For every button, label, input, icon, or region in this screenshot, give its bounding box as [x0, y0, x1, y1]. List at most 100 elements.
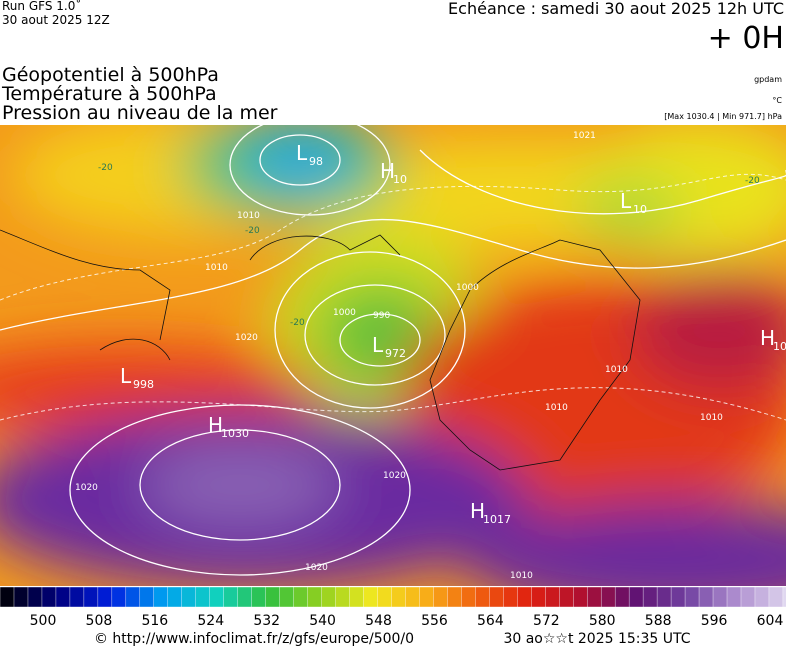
colorbar-swatch [251, 586, 267, 608]
colorbar-swatch [223, 586, 239, 608]
colorbar-swatch [489, 586, 505, 608]
colorbar-swatch [447, 586, 463, 608]
isobar-label: 1020 [305, 563, 328, 573]
isobar-label: 990 [373, 311, 390, 321]
colorbar-swatch [405, 586, 421, 608]
colorbar-swatch [153, 586, 169, 608]
isobar-label: 1010 [205, 263, 228, 273]
center-letter: H [380, 159, 395, 183]
colorbar-tick-label: 532 [253, 613, 280, 629]
colorbar-swatch [111, 586, 127, 608]
field-label: Température à 500hPa [1, 83, 217, 105]
colorbar-swatch [13, 586, 29, 608]
colorbar-swatch [768, 586, 784, 608]
colorbar-swatch [307, 586, 323, 608]
colorbar-swatch [209, 586, 225, 608]
colorbar-swatch [782, 586, 786, 608]
colorbar-swatch [698, 586, 714, 608]
unit-label: gpdam [754, 75, 782, 84]
center-value: 1030 [221, 427, 249, 440]
temperature-label: -20 [290, 318, 305, 328]
isobar-label: 1010 [545, 403, 568, 413]
colorbar-swatch [181, 586, 197, 608]
isobar-label: 1020 [383, 471, 406, 481]
isobar-label: 1000 [456, 283, 479, 293]
colorbar-swatch [83, 586, 99, 608]
colorbar-swatch [391, 586, 407, 608]
colorbar-tick-label: 604 [757, 613, 784, 629]
colorbar-swatch [475, 586, 491, 608]
center-value: 10 [393, 173, 407, 186]
offset: + 0H [708, 21, 784, 56]
colorbar-swatch [684, 586, 700, 608]
isobar-label: 1021 [573, 131, 596, 141]
colorbar-swatch [586, 586, 602, 608]
colorbar-tick-label: 500 [30, 613, 57, 629]
center-value: 998 [133, 378, 154, 391]
colorbar-swatch [670, 586, 686, 608]
colorbar-tick-label: 524 [197, 613, 224, 629]
colorbar-tick-label: 580 [589, 613, 616, 629]
colorbar-swatch [503, 586, 518, 608]
isobar-label: 1000 [333, 308, 356, 318]
colorbar-swatch [69, 586, 85, 608]
colorbar-swatch [433, 586, 449, 608]
colorbar-swatch [642, 586, 658, 608]
isobar-label: 1010 [510, 571, 533, 581]
colorbar-swatch [265, 586, 281, 608]
center-value: 10 [633, 203, 647, 216]
colorbar-swatch [195, 586, 211, 608]
colorbar-swatch [27, 586, 43, 608]
field-label: Pression au niveau de la mer [2, 102, 278, 124]
center-letter: L [620, 189, 632, 213]
colorbar-tick-label: 508 [86, 613, 113, 629]
colorbar-swatch [349, 586, 365, 608]
colorbar-swatch [97, 586, 113, 608]
colorbar-swatch [41, 586, 57, 608]
isobar-label: 1010 [605, 365, 628, 375]
colorbar-swatch [419, 586, 435, 608]
colorbar-tick-label: 588 [645, 613, 672, 629]
colorbar-swatch [377, 586, 393, 608]
colorbar-swatch [293, 586, 309, 608]
colorbar-swatch [0, 586, 15, 608]
center-letter: L [296, 141, 308, 165]
isobar-label: 1020 [75, 483, 98, 493]
colorbar-swatch [614, 586, 630, 608]
isobar-label: 1010 [700, 413, 723, 423]
colorbar-swatch [335, 586, 351, 608]
colorbar-swatch [600, 586, 616, 608]
colorbar-tick-label: 556 [421, 613, 448, 629]
isobar-label: 1020 [235, 333, 258, 343]
map-field [0, 125, 786, 586]
colorbar-tick-label: 540 [309, 613, 336, 629]
source: © http://www.infoclimat.fr/z/gfs/europe/… [94, 631, 414, 647]
unit-label: [Max 1030.4 | Min 971.7] hPa [664, 112, 782, 121]
temperature-label: -20 [245, 226, 260, 236]
colorbar-tick-label: 572 [533, 613, 560, 629]
center-value: 98 [309, 155, 323, 168]
colorbar-swatch [363, 586, 379, 608]
center-letter: H [760, 326, 775, 350]
field-label: Géopotentiel à 500hPa [2, 64, 219, 86]
colorbar: 500 508 516 524 532 540 548 556 564 572 580 588 596 6… [0, 586, 786, 629]
colorbar-swatch [754, 586, 770, 608]
temperature-label: -20 [745, 176, 760, 186]
center-value: 1017 [483, 513, 511, 526]
colorbar-swatch [167, 586, 183, 608]
colorbar-swatch [531, 586, 546, 608]
colorbar-swatch [656, 586, 672, 608]
echeance: Echéance : samedi 30 aout 2025 12h UTC [448, 0, 784, 18]
colorbar-swatch [545, 586, 560, 608]
run-date: 30 aout 2025 12Z [2, 13, 110, 27]
center-value: 10 [773, 340, 786, 353]
colorbar-swatch [712, 586, 728, 608]
isobar-label: 1010 [237, 211, 260, 221]
run-label: Run GFS 1.0˚ [2, 0, 81, 13]
colorbar-swatch [628, 586, 644, 608]
colorbar-tick-label: 596 [701, 613, 728, 629]
colorbar-swatch [55, 586, 71, 608]
